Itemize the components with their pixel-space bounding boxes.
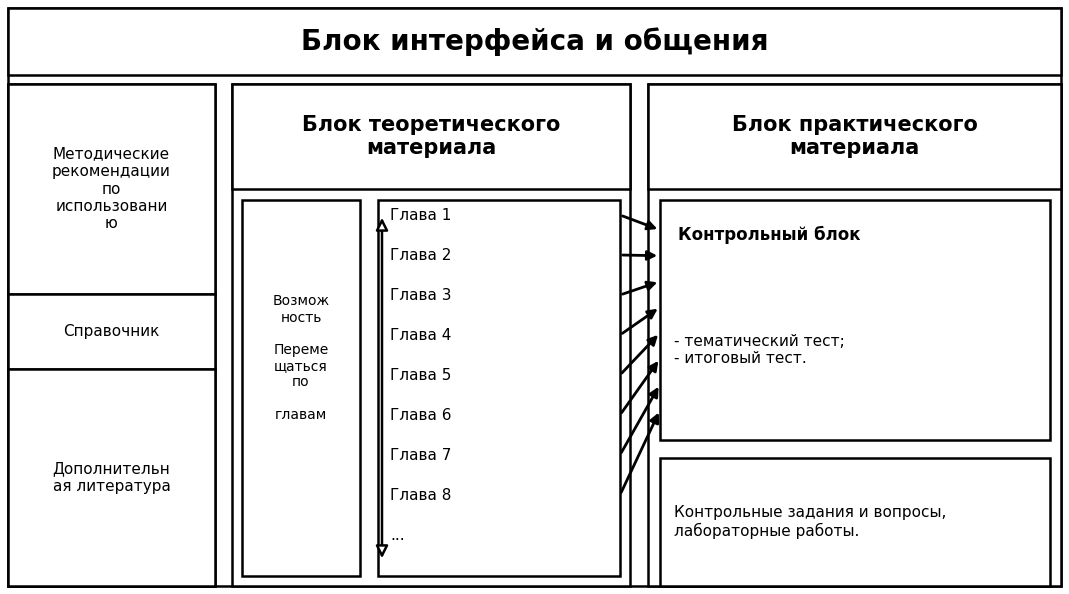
Text: Дополнительн
ая литература: Дополнительн ая литература bbox=[52, 462, 170, 494]
Text: Справочник: Справочник bbox=[63, 324, 159, 339]
Bar bbox=[242, 200, 360, 576]
Bar bbox=[232, 84, 630, 189]
Text: ...: ... bbox=[390, 527, 405, 542]
Text: Глава 5: Глава 5 bbox=[390, 368, 451, 383]
Bar bbox=[660, 458, 1050, 586]
Bar bbox=[7, 8, 1062, 75]
Text: Блок практического
материала: Блок практического материала bbox=[731, 115, 977, 158]
Text: Контрольный блок: Контрольный блок bbox=[678, 226, 861, 244]
Text: Блок интерфейса и общения: Блок интерфейса и общения bbox=[300, 27, 769, 56]
Text: Глава 4: Глава 4 bbox=[390, 327, 451, 343]
Bar bbox=[648, 84, 1062, 189]
Text: Глава 2: Глава 2 bbox=[390, 248, 451, 263]
Text: - тематический тест;
- итоговый тест.: - тематический тест; - итоговый тест. bbox=[673, 334, 845, 366]
Text: Глава 8: Глава 8 bbox=[390, 488, 451, 503]
Bar bbox=[648, 84, 1062, 586]
Bar bbox=[378, 200, 620, 576]
Text: Методические
рекомендации
по
использовани
ю: Методические рекомендации по использован… bbox=[52, 147, 171, 231]
Text: Возмож
ность

Переме
щаться
по

главам: Возмож ность Переме щаться по главам bbox=[273, 294, 329, 422]
Text: Контрольные задания и вопросы,
лабораторные работы.: Контрольные задания и вопросы, лаборатор… bbox=[673, 505, 946, 539]
Text: Блок теоретического
материала: Блок теоретического материала bbox=[301, 115, 560, 158]
Bar bbox=[7, 84, 215, 294]
Text: Глава 1: Глава 1 bbox=[390, 207, 451, 223]
Text: Глава 6: Глава 6 bbox=[390, 407, 451, 422]
Bar bbox=[660, 200, 1050, 440]
Text: Глава 7: Глава 7 bbox=[390, 447, 451, 463]
Bar bbox=[232, 84, 630, 586]
Bar bbox=[7, 84, 215, 586]
Bar bbox=[7, 369, 215, 586]
Text: Глава 3: Глава 3 bbox=[390, 287, 451, 302]
Bar bbox=[7, 294, 215, 369]
